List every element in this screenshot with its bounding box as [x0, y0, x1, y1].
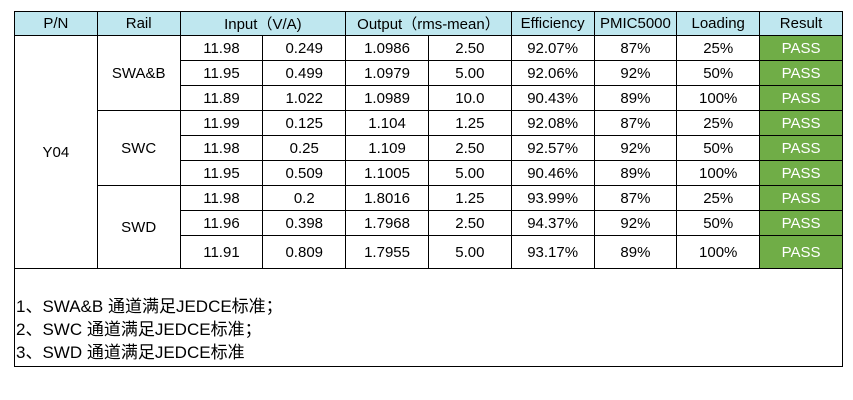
- input-voltage-cell: 11.89: [179, 85, 264, 111]
- input-current-cell: 0.249: [262, 35, 347, 61]
- pmic-cell: 89%: [593, 235, 678, 269]
- efficiency-table: P/N Rail Input（V/A) Output（rms-mean） Eff…: [14, 11, 843, 269]
- output-voltage-cell: 1.0986: [345, 35, 429, 61]
- output-current-cell: 5.00: [427, 235, 512, 269]
- table-row: SWC 11.99 0.125 1.104 1.25 92.08% 87% 25…: [15, 110, 843, 186]
- table-row: 11.95 0.499 1.0979 5.00 92.06% 92% 50% P…: [15, 60, 843, 86]
- input-voltage-cell: 11.95: [179, 160, 264, 186]
- loading-cell: 25%: [676, 35, 761, 61]
- header-output: Output（rms-mean）: [345, 11, 512, 36]
- output-current-cell: 2.50: [427, 35, 512, 61]
- input-current-cell: 0.125: [262, 110, 347, 136]
- output-current-cell: 1.25: [427, 110, 512, 136]
- result-badge: PASS: [759, 235, 843, 269]
- result-badge: PASS: [759, 85, 843, 111]
- input-voltage-cell: 11.96: [179, 210, 264, 236]
- efficiency-cell: 93.17%: [510, 235, 595, 269]
- output-voltage-cell: 1.104: [345, 110, 429, 136]
- output-voltage-cell: 1.1005: [345, 160, 429, 186]
- output-voltage-cell: 1.0979: [345, 60, 429, 86]
- input-voltage-cell: 11.98: [179, 185, 264, 211]
- result-badge: PASS: [759, 185, 843, 211]
- pmic-cell: 92%: [593, 210, 678, 236]
- note-line: 1、SWA&B 通道满足JEDCE标准；: [16, 297, 283, 316]
- header-loading: Loading: [676, 11, 761, 36]
- pmic-cell: 87%: [593, 185, 678, 211]
- loading-cell: 50%: [676, 210, 761, 236]
- output-current-cell: 2.50: [427, 210, 512, 236]
- table-row: SWD 11.98 0.2 1.8016 1.25 93.99% 87% 25%…: [15, 185, 843, 269]
- efficiency-cell: 90.46%: [510, 160, 595, 186]
- pmic-cell: 89%: [593, 160, 678, 186]
- output-voltage-cell: 1.109: [345, 135, 429, 161]
- header-result: Result: [759, 11, 843, 36]
- header-pmic: PMIC5000: [593, 11, 678, 36]
- table-row: 11.96 0.398 1.7968 2.50 94.37% 92% 50% P…: [15, 210, 843, 236]
- header-row: P/N Rail Input（V/A) Output（rms-mean） Eff…: [14, 11, 843, 36]
- efficiency-cell: 92.08%: [510, 110, 595, 136]
- result-badge: PASS: [759, 135, 843, 161]
- rail-name-cell: SWA&B: [96, 35, 181, 111]
- input-current-cell: 0.499: [262, 60, 347, 86]
- loading-cell: 25%: [676, 110, 761, 136]
- loading-cell: 100%: [676, 160, 761, 186]
- input-current-cell: 0.809: [262, 235, 347, 269]
- input-voltage-cell: 11.95: [179, 60, 264, 86]
- output-voltage-cell: 1.0989: [345, 85, 429, 111]
- result-badge: PASS: [759, 35, 843, 61]
- table-row: 11.91 0.809 1.7955 5.00 93.17% 89% 100% …: [15, 235, 843, 269]
- loading-cell: 25%: [676, 185, 761, 211]
- efficiency-cell: 93.99%: [510, 185, 595, 211]
- rail-name-cell: SWD: [96, 185, 181, 269]
- loading-cell: 100%: [676, 235, 761, 269]
- input-current-cell: 1.022: [262, 85, 347, 111]
- output-current-cell: 1.25: [427, 185, 512, 211]
- output-voltage-cell: 1.7968: [345, 210, 429, 236]
- pmic-cell: 89%: [593, 85, 678, 111]
- part-number-cell: Y04: [14, 35, 98, 269]
- efficiency-cell: 92.06%: [510, 60, 595, 86]
- table-row: 11.89 1.022 1.0989 10.0 90.43% 89% 100% …: [15, 85, 843, 111]
- output-voltage-cell: 1.7955: [345, 235, 429, 269]
- output-current-cell: 5.00: [427, 160, 512, 186]
- input-voltage-cell: 11.98: [179, 35, 264, 61]
- input-current-cell: 0.2: [262, 185, 347, 211]
- note-line: 3、SWD 通道满足JEDCE标准: [16, 343, 245, 362]
- output-current-cell: 10.0: [427, 85, 512, 111]
- table-row: Y04 SWA&B 11.98 0.249 1.0986 2.50 92.07%…: [14, 35, 843, 269]
- input-current-cell: 0.509: [262, 160, 347, 186]
- header-rail: Rail: [96, 11, 181, 36]
- output-current-cell: 2.50: [427, 135, 512, 161]
- input-current-cell: 0.398: [262, 210, 347, 236]
- pmic-cell: 87%: [593, 35, 678, 61]
- input-voltage-cell: 11.99: [179, 110, 264, 136]
- header-efficiency: Efficiency: [510, 11, 595, 36]
- note-line: 2、SWC 通道满足JEDCE标准；: [16, 320, 262, 339]
- efficiency-cell: 94.37%: [510, 210, 595, 236]
- notes-box: 1、SWA&B 通道满足JEDCE标准； 2、SWC 通道满足JEDCE标准； …: [14, 269, 843, 367]
- pmic-cell: 87%: [593, 110, 678, 136]
- output-voltage-cell: 1.8016: [345, 185, 429, 211]
- pmic-cell: 92%: [593, 135, 678, 161]
- input-current-cell: 0.25: [262, 135, 347, 161]
- input-voltage-cell: 11.91: [179, 235, 264, 269]
- efficiency-cell: 92.57%: [510, 135, 595, 161]
- output-current-cell: 5.00: [427, 60, 512, 86]
- result-badge: PASS: [759, 210, 843, 236]
- result-badge: PASS: [759, 60, 843, 86]
- efficiency-cell: 90.43%: [510, 85, 595, 111]
- pmic-cell: 92%: [593, 60, 678, 86]
- input-voltage-cell: 11.98: [179, 135, 264, 161]
- loading-cell: 50%: [676, 135, 761, 161]
- result-badge: PASS: [759, 110, 843, 136]
- header-pn: P/N: [14, 11, 98, 36]
- loading-cell: 50%: [676, 60, 761, 86]
- loading-cell: 100%: [676, 85, 761, 111]
- header-input: Input（V/A): [179, 11, 347, 36]
- efficiency-report: P/N Rail Input（V/A) Output（rms-mean） Eff…: [14, 11, 843, 367]
- efficiency-cell: 92.07%: [510, 35, 595, 61]
- result-badge: PASS: [759, 160, 843, 186]
- rail-name-cell: SWC: [96, 110, 181, 186]
- table-row: 11.98 0.25 1.109 2.50 92.57% 92% 50% PAS…: [15, 135, 843, 161]
